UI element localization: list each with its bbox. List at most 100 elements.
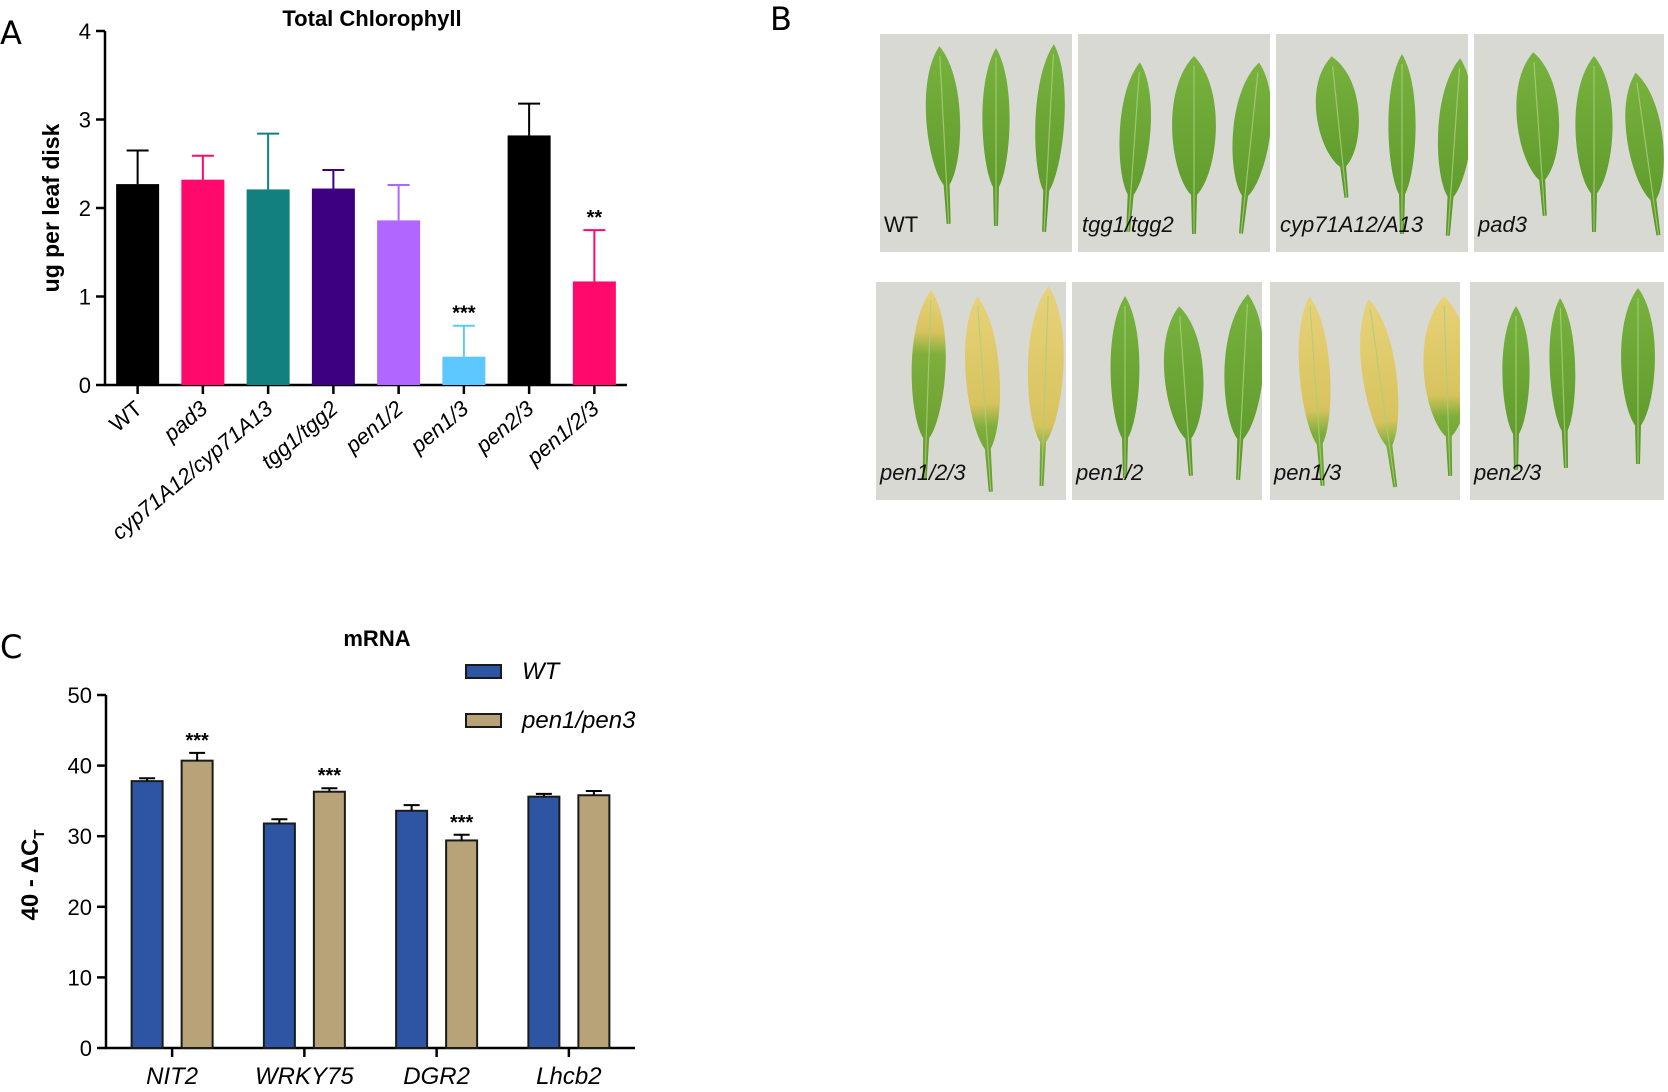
- leaf-midrib: [939, 56, 950, 224]
- y-tick-label: 0: [80, 1036, 92, 1061]
- y-tick-label: 20: [68, 895, 92, 920]
- bar: [395, 809, 429, 1049]
- y-axis-label: ug per leaf disk: [38, 123, 64, 292]
- legend-swatch: [465, 664, 502, 679]
- bar: [577, 794, 611, 1049]
- leaf-midrib: [1127, 72, 1140, 232]
- leaf-midrib: [1332, 66, 1348, 198]
- leaf-drawing: [1315, 54, 1468, 236]
- leaf-midrib: [1309, 306, 1324, 486]
- y-tick-label: 0: [79, 373, 91, 398]
- bar: [377, 220, 421, 385]
- legend-label: pen1/pen3: [521, 707, 636, 734]
- y-tick-label: 2: [79, 196, 91, 221]
- bar: [445, 839, 479, 1049]
- leaf: [1315, 56, 1359, 198]
- x-tick-label: pen1/2: [339, 396, 407, 459]
- leaf: [1119, 62, 1152, 232]
- mrna-bar-chart: mRNA 0 10 20 30 40 50 40 - ΔCT *** NIT2 *** WRKY75 *…: [17, 626, 636, 1090]
- leaf-photo-pen1-2: pen1/2: [1072, 282, 1262, 500]
- leaf-photo-pad3: pad3: [1474, 34, 1664, 252]
- leaf-photo-pen1-3: pen1/3: [1270, 282, 1460, 500]
- leaf-drawing: [1516, 52, 1664, 236]
- panel-label-c: C: [0, 628, 23, 666]
- bar: [246, 189, 290, 385]
- bar: [527, 795, 561, 1049]
- leaf-midrib: [1443, 306, 1451, 476]
- bar: [312, 790, 346, 1050]
- leaf: [911, 290, 946, 481]
- leaf-drawing: [925, 44, 1065, 232]
- bar: [116, 184, 160, 385]
- leaf: [1625, 72, 1664, 236]
- leaf-drawing: [1298, 296, 1460, 488]
- leaf-drawing: [911, 286, 1064, 492]
- leaf: [1298, 296, 1331, 486]
- leaf: [1437, 58, 1468, 236]
- bar: [180, 759, 214, 1050]
- y-tick-label: 4: [79, 19, 91, 44]
- chlorophyll-bar-chart: Total Chlorophyll 0 1 2 3 4 ug per leaf disk WT…: [38, 6, 627, 545]
- bar: [311, 188, 355, 385]
- leaf: [1035, 44, 1065, 232]
- leaf-midrib: [1237, 304, 1248, 480]
- photo-label: pen1/2/3: [880, 460, 966, 485]
- photo-label: pen1/2: [1076, 460, 1144, 485]
- bar: [181, 179, 225, 385]
- leaf-midrib: [1636, 82, 1660, 236]
- leaf-midrib: [1043, 54, 1054, 232]
- leaf-midrib: [924, 300, 932, 480]
- leaf-photo-tgg1-tgg2: tgg1/tgg2: [1078, 34, 1270, 252]
- significance-label: ***: [318, 765, 342, 787]
- leaf: [1224, 294, 1262, 480]
- x-tick-label: WRKY75: [255, 1063, 354, 1090]
- x-tick-label: NIT2: [146, 1063, 198, 1090]
- leaf-drawing: [1119, 56, 1270, 234]
- y-tick-label: 10: [68, 965, 92, 990]
- y-tick-label: 3: [79, 108, 91, 133]
- significance-label: ***: [185, 730, 209, 752]
- leaf: [925, 46, 961, 224]
- bar: [130, 780, 164, 1050]
- bar: [507, 135, 551, 385]
- significance-label: **: [587, 207, 603, 229]
- bar: [572, 281, 616, 385]
- x-tick-label: pen1/3: [405, 395, 474, 459]
- y-tick-label: 50: [68, 683, 92, 708]
- leaf-midrib: [1559, 308, 1567, 468]
- leaf: [1163, 306, 1204, 476]
- leaf-photo-wt: WT: [880, 34, 1072, 252]
- leaf-midrib: [1179, 316, 1192, 476]
- photo-label: pad3: [1478, 212, 1527, 237]
- x-tick-label: WT: [105, 396, 147, 437]
- x-tick-label: Lhcb2: [536, 1063, 601, 1090]
- leaf: [1232, 62, 1270, 234]
- leaf-midrib: [1240, 72, 1259, 234]
- legend-swatch: [465, 713, 502, 728]
- x-tick-label: pad3: [158, 395, 213, 447]
- significance-label: ***: [452, 303, 476, 325]
- chart-title: Total Chlorophyll: [282, 6, 461, 31]
- panel-label-b: B: [770, 0, 792, 38]
- leaf-midrib: [1040, 296, 1049, 486]
- bar: [442, 356, 486, 385]
- y-tick-label: 40: [68, 754, 92, 779]
- leaf: [1516, 52, 1560, 216]
- y-axis-label: 40 - ΔCT: [17, 830, 48, 921]
- photo-label: WT: [884, 212, 919, 237]
- legend-label: WT: [522, 658, 562, 685]
- leaf-photo-cyp71a12-a13: cyp71A12/A13: [1276, 34, 1468, 252]
- photo-label: cyp71A12/A13: [1280, 212, 1424, 237]
- x-tick-label: pen1/2/3: [521, 395, 604, 470]
- photo-label: pen1/3: [1274, 460, 1342, 485]
- leaf-drawing: [1110, 294, 1262, 480]
- leaf-drawing: [1502, 288, 1655, 470]
- leaf: [1549, 298, 1576, 469]
- leaf-midrib: [1447, 68, 1461, 236]
- chart-title: mRNA: [343, 626, 410, 651]
- significance-label: ***: [450, 812, 474, 834]
- leaf: [965, 296, 1000, 492]
- bar: [262, 822, 296, 1049]
- leaf-photo-pen2-3: pen2/3: [1470, 282, 1664, 500]
- y-axis-label-subscript: T: [31, 830, 48, 839]
